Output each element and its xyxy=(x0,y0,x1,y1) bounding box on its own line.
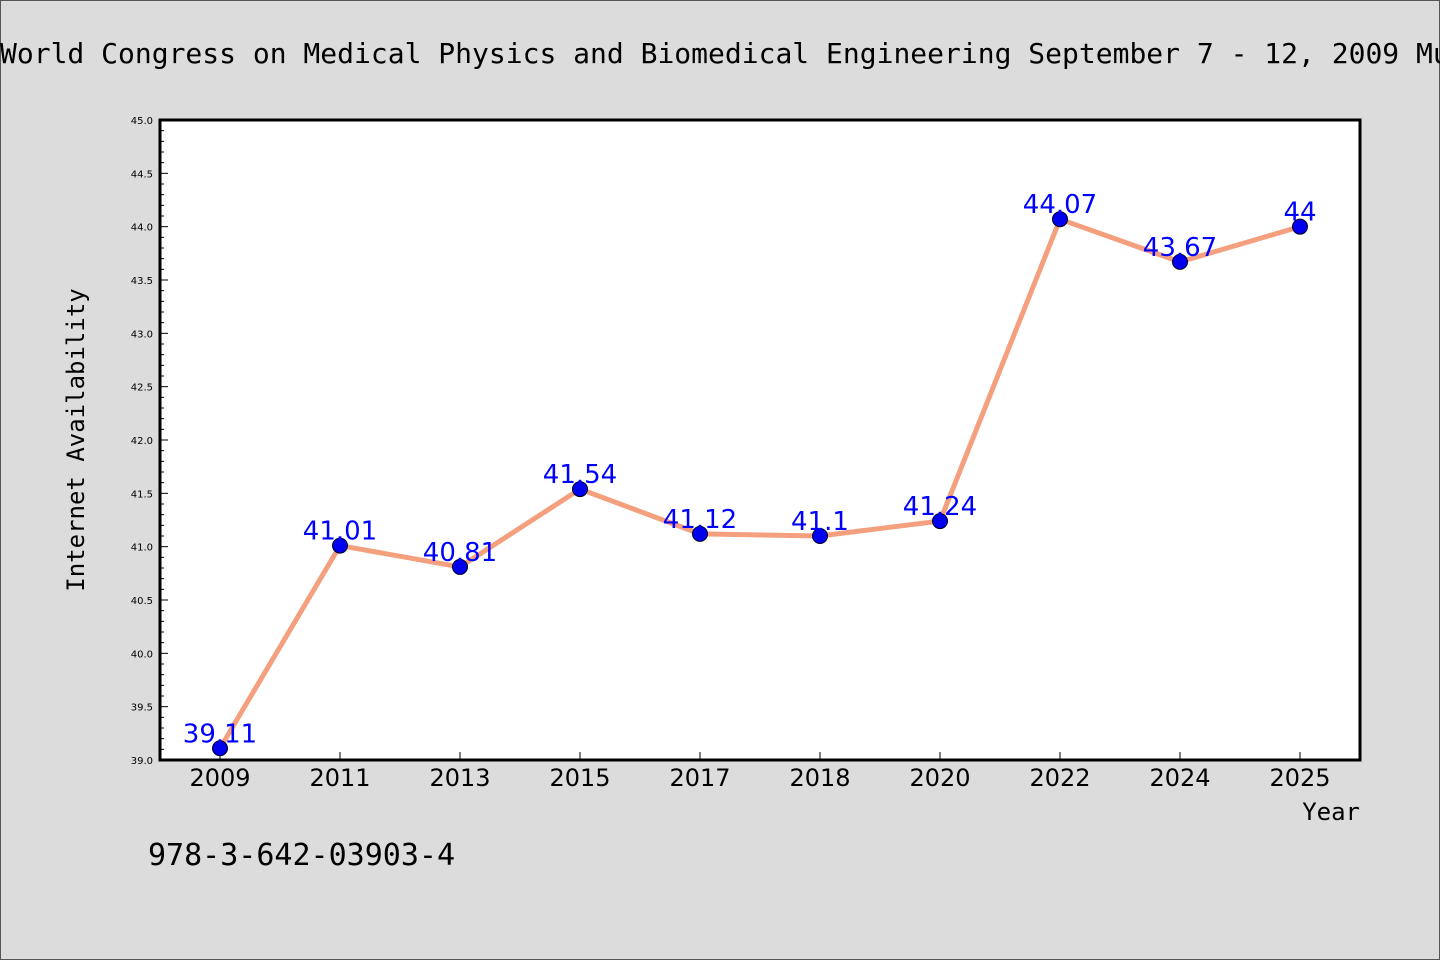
x-tick-label: 2018 xyxy=(789,764,850,792)
x-axis: 2009 2011 2013 2015 2017 2018 2020 2022 2024 2025 xyxy=(189,752,1331,792)
data-point xyxy=(692,525,708,542)
data-label: 41.01 xyxy=(303,517,377,547)
y-tick-label: 42.5 xyxy=(131,383,153,394)
x-tick-label: 2025 xyxy=(1269,764,1330,792)
data-point xyxy=(1172,253,1188,270)
isbn-footnote: 978-3-642-03903-4 xyxy=(148,838,455,873)
x-tick-label: 2011 xyxy=(309,764,370,792)
y-tick-label: 42.0 xyxy=(131,436,153,447)
data-point xyxy=(452,558,468,575)
x-tick-label: 2020 xyxy=(909,764,970,792)
data-point xyxy=(1052,211,1068,228)
y-tick-label: 44.5 xyxy=(131,169,153,180)
data-point xyxy=(812,528,828,544)
y-axis-label: Internet Availability xyxy=(62,288,90,591)
y-tick-label: 44.0 xyxy=(131,223,153,234)
data-labels: 39.11 41.01 40.81 41.54 41.12 41.1 41.24 44.07 4… xyxy=(183,190,1317,749)
x-axis-label: Year xyxy=(1302,798,1360,826)
y-tick-label: 41.5 xyxy=(131,489,153,500)
data-point xyxy=(932,513,948,530)
y-tick-label: 39.0 xyxy=(131,756,153,767)
y-tick-label: 43.5 xyxy=(131,276,153,287)
data-point xyxy=(212,740,228,757)
x-tick-label: 2017 xyxy=(669,764,730,792)
data-label: 41.1 xyxy=(791,507,849,537)
plot-area xyxy=(158,118,1362,762)
data-label: 44 xyxy=(1283,198,1316,228)
data-point xyxy=(1292,218,1308,235)
series-polyline xyxy=(217,216,1301,750)
y-tick-label: 43.0 xyxy=(131,329,153,340)
x-tick-label: 2024 xyxy=(1149,764,1210,792)
y-tick-label: 40.5 xyxy=(131,596,153,607)
data-label: 41.24 xyxy=(903,492,977,522)
x-tick-label: 2015 xyxy=(549,764,610,792)
y-tick-label: 45.0 xyxy=(131,116,153,127)
data-label: 41.12 xyxy=(663,505,737,535)
x-tick-label: 2009 xyxy=(189,764,250,792)
y-axis: 39.0 39.5 40.0 40.5 41.0 41.5 42.0 42.5 43.0 43.5… xyxy=(131,116,168,767)
series-line xyxy=(212,211,1308,757)
x-tick-label: 2013 xyxy=(429,764,490,792)
data-label: 44.07 xyxy=(1023,190,1097,220)
x-tick-label: 2022 xyxy=(1029,764,1090,792)
data-point xyxy=(572,481,588,498)
y-tick-label: 39.5 xyxy=(131,703,153,714)
data-point xyxy=(332,537,348,554)
chart-title: World Congress on Medical Physics and Bi… xyxy=(0,37,1440,70)
data-label: 39.11 xyxy=(183,719,257,749)
data-label: 43.67 xyxy=(1143,233,1217,263)
data-label: 40.81 xyxy=(423,538,497,568)
y-tick-label: 41.0 xyxy=(131,543,153,554)
y-tick-label: 40.0 xyxy=(131,649,153,660)
data-label: 41.54 xyxy=(543,460,617,490)
